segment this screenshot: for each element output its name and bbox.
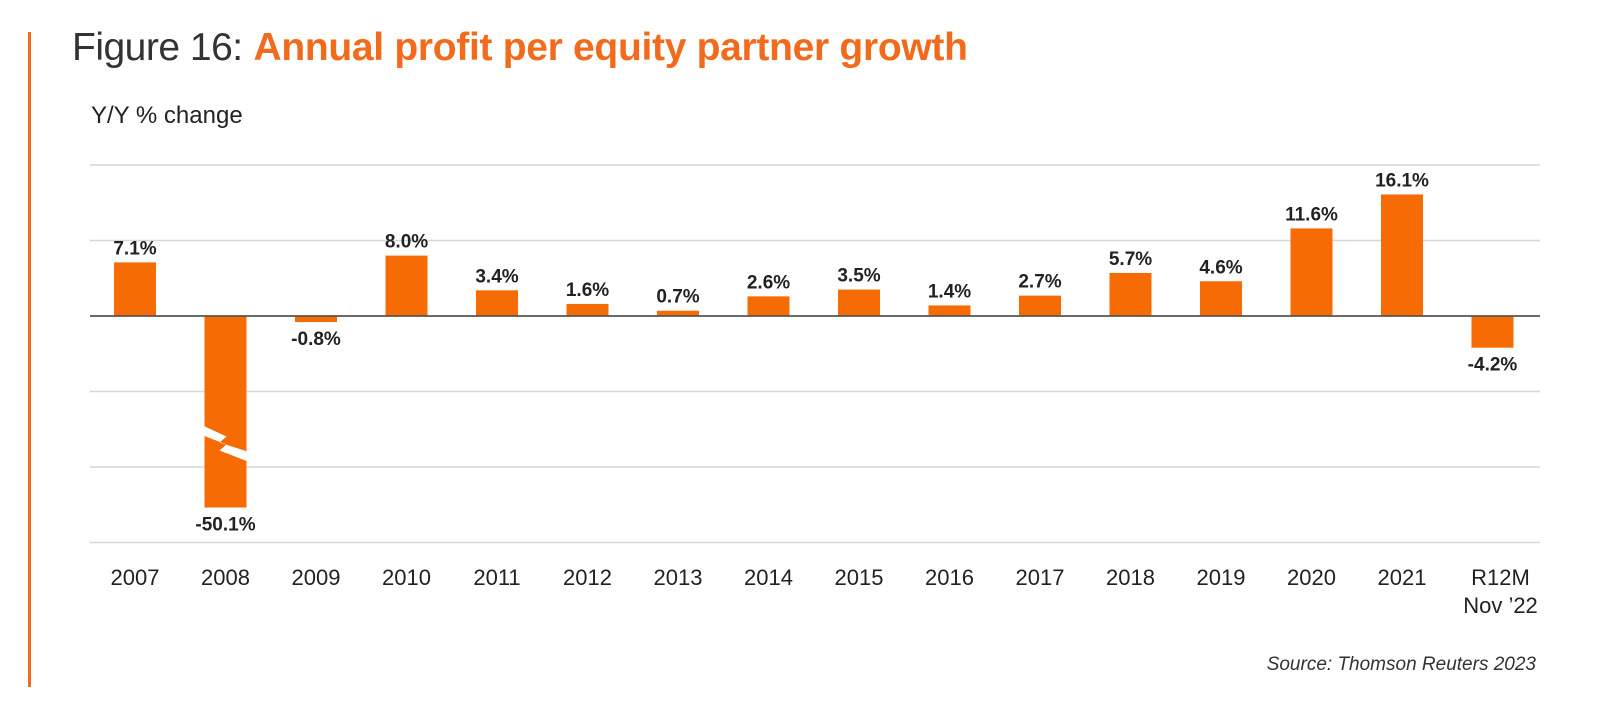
bar: [1381, 194, 1423, 316]
data-label: 11.6%: [1285, 204, 1338, 225]
bar: [657, 310, 699, 316]
bar: [928, 305, 971, 316]
data-label: -4.2%: [1468, 355, 1518, 376]
bar: [1200, 281, 1242, 316]
data-label: 4.6%: [1199, 257, 1242, 278]
data-label: 2.7%: [1018, 272, 1061, 293]
bar: [1290, 228, 1333, 316]
x-tick-label: 2007: [111, 565, 160, 590]
chart-title: Annual profit per equity partner growth: [253, 26, 968, 69]
x-tick-label: 2016: [925, 565, 974, 590]
bar: [1109, 272, 1152, 316]
x-tick-label: 2019: [1197, 565, 1246, 590]
bar: [1471, 316, 1514, 348]
x-tick-label: 2020: [1287, 565, 1336, 590]
bar: [566, 303, 609, 316]
figure-title: Figure 16: Annual profit per equity part…: [72, 24, 968, 72]
x-tick-label: 2015: [835, 565, 884, 590]
bars: [114, 194, 1514, 508]
bar: [1019, 295, 1061, 316]
source-note: Source: Thomson Reuters 2023: [1266, 654, 1536, 675]
data-label: 1.4%: [928, 281, 971, 302]
x-tick-label: 2018: [1106, 565, 1155, 590]
figure-number: Figure 16:: [72, 26, 243, 69]
bar: [838, 289, 880, 316]
bar: [295, 316, 337, 323]
data-label: 3.5%: [837, 266, 880, 287]
data-label: 7.1%: [113, 238, 156, 259]
x-tick-label: 2017: [1016, 565, 1065, 590]
bar: [747, 296, 790, 316]
bar: [114, 262, 156, 316]
x-tick-label: 2011: [473, 565, 520, 590]
x-tick-label: Nov ’22: [1463, 593, 1538, 618]
data-label: -0.8%: [291, 329, 341, 350]
x-tick-label: 2014: [744, 565, 793, 590]
bar: [385, 255, 428, 316]
x-tick-label: 2010: [382, 565, 431, 590]
data-label: -50.1%: [195, 515, 255, 536]
data-label: 16.1%: [1375, 170, 1429, 191]
data-label: 5.7%: [1109, 249, 1152, 270]
data-label: 3.4%: [475, 266, 518, 287]
data-label: 1.6%: [566, 280, 609, 301]
accent-rule: [28, 32, 31, 687]
x-axis-labels: 2007 2008 2009 2010 2011 2012 2013 2014 2015 2016…: [111, 565, 1538, 618]
data-label: 2.6%: [747, 272, 790, 293]
x-tick-label: 2008: [201, 565, 250, 590]
data-label: 8.0%: [385, 232, 428, 253]
x-tick-label: 2021: [1378, 565, 1427, 590]
data-labels: 7.1% -50.1% -0.8% 8.0% 3.4% 1.6% 0.7% 2.6% 3.5% 1…: [113, 170, 1517, 535]
x-tick-label: 2012: [563, 565, 612, 590]
x-tick-label: 2013: [654, 565, 703, 590]
x-tick-label: R12M: [1471, 565, 1530, 590]
x-tick-label: 2009: [292, 565, 341, 590]
axis-break-mark: [200, 424, 251, 463]
bar: [204, 316, 247, 508]
y-axis-label: Y/Y % change: [91, 102, 243, 129]
data-label: 0.7%: [656, 287, 699, 308]
bar: [476, 290, 518, 316]
